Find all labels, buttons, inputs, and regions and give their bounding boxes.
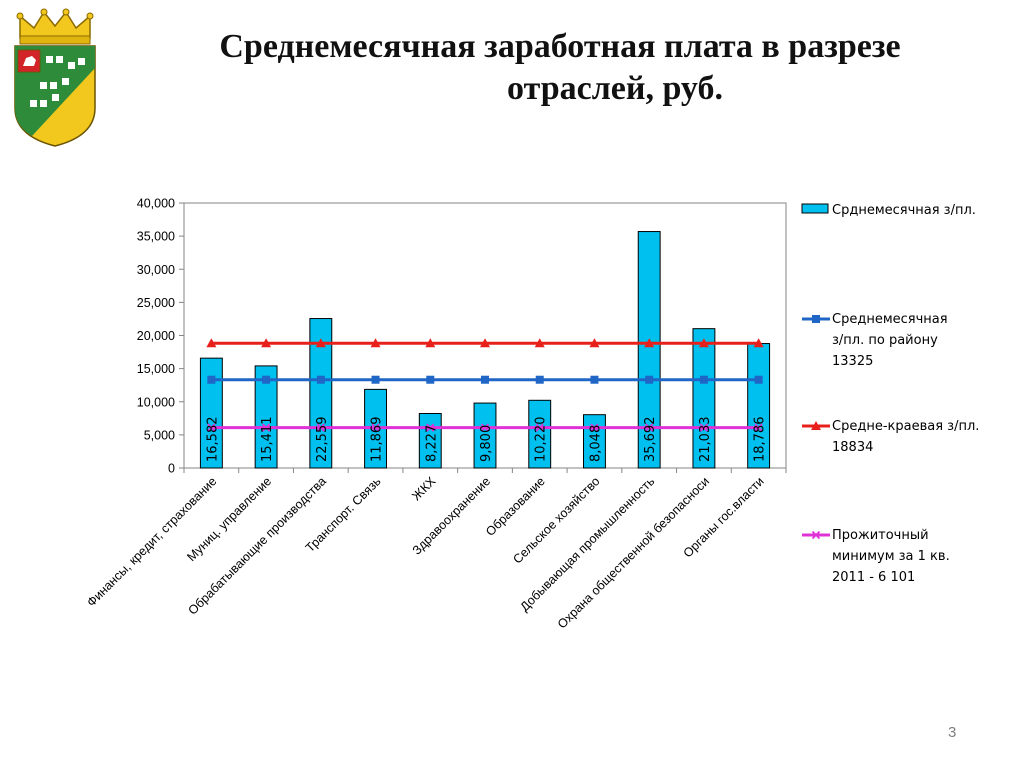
legend-label: 13325 [832,354,873,369]
y-tick-labels: 0 5,000 10,000 15,000 20,000 25,000 30,000 35,0… [137,197,175,476]
triangle-marker [315,338,326,348]
legend-label: Прожиточный [832,528,929,543]
y-tick-label: 20,000 [137,329,175,343]
x-marker [699,423,709,432]
triangle-marker [811,421,821,430]
x-marker [811,530,821,540]
bar [309,318,333,469]
y-tick-label: 15,000 [137,362,175,376]
legend-item-bar: Срднемесячная з/пл. [801,203,976,218]
slide-title: Среднемесячная заработная плата в разрез… [150,26,970,110]
line-series-2 [206,338,764,348]
bar-value-label: 15,411 [260,417,275,463]
x-marker [261,423,271,432]
triangle-marker [753,338,764,348]
bar-value-label: 18,786 [753,417,768,463]
y-tick-label: 0 [168,462,175,476]
x-category-label: ЖКХ [409,474,439,504]
bar-value-label: 16,582 [205,417,220,463]
x-marker [207,423,216,432]
bar-value-labels: 16,582 15,411 22,559 11,869 8,227 9,800 10,220… [205,417,767,463]
triangle-marker [644,338,655,348]
y-tick-label: 5,000 [144,428,175,442]
coat-of-arms-logo [12,8,98,148]
legend-item-line-3: Прожиточный минимум за 1 кв. 2011 - 6 101 [802,528,950,585]
triangle-marker [698,338,709,348]
triangle-marker [480,338,490,348]
square-marker [590,375,599,384]
legend-label: 2011 - 6 101 [832,570,915,585]
square-marker [371,375,380,384]
square-marker [316,375,325,384]
legend-label: Средне-краевая з/пл. [832,419,979,434]
legend-label: з/пл. по району [832,333,938,348]
legend-item-line-1: Среднемесячная з/пл. по району 13325 [802,312,948,369]
line-series-1 [207,375,763,384]
square-marker [812,315,820,323]
legend-label: Срднемесячная з/пл. [832,203,976,218]
triangle-marker [261,338,272,348]
bar [199,357,223,469]
bar-value-label: 11,869 [370,417,385,463]
bar [254,365,278,469]
square-marker [699,375,708,384]
bar-value-label: 35,692 [643,417,658,463]
square-marker [481,375,489,384]
square-marker [426,375,435,384]
bar [528,399,552,469]
bar [637,231,661,469]
crown-icon [16,8,94,45]
y-tick-label: 25,000 [137,296,175,310]
legend-item-line-2: Средне-краевая з/пл. 18834 [802,419,979,455]
bar [692,328,716,469]
x-marker [754,423,763,432]
title-line-1: Среднемесячная заработная плата в разрез… [219,28,901,65]
line-series [206,338,764,432]
x-marker [371,423,380,432]
square-marker [645,375,654,384]
bar-value-label: 21,033 [698,417,713,463]
salary-chart: 16,582 15,411 22,559 11,869 8,227 9,800 10,220… [84,197,979,632]
x-marker [316,423,325,432]
triangle-marker [534,338,545,348]
triangle-marker [370,338,381,348]
legend-swatch [801,203,829,214]
bar-value-label: 8,048 [588,425,603,462]
triangle-marker [589,338,600,348]
bar [473,402,497,469]
x-marker [590,423,599,432]
triangle-marker [206,338,217,348]
bar-value-label: 8,227 [424,425,439,462]
square-marker [262,375,271,384]
x-marker [535,423,544,432]
legend-label: минимум за 1 кв. [832,549,950,564]
square-marker [754,375,763,384]
y-tick-label: 30,000 [137,263,175,277]
bar-value-label: 10,220 [534,417,549,463]
x-marker [480,423,490,432]
y-tick-label: 40,000 [137,197,175,211]
chart-legend: Срднемесячная з/пл. Среднемесячная з/пл. п… [801,203,979,585]
legend-label: Среднемесячная [832,312,948,327]
title-line-2: отраслей, руб. [507,70,723,107]
x-marker [426,423,435,432]
page-number: 3 [948,724,957,741]
y-tick-label: 10,000 [137,395,175,409]
triangle-marker [425,338,436,348]
line-series-3 [207,423,763,432]
bar-value-label: 9,800 [479,425,494,462]
bar-value-label: 22,559 [315,417,330,463]
square-marker [535,375,544,384]
x-marker [645,423,654,432]
legend-label: 18834 [832,440,873,455]
square-marker [207,375,216,384]
y-tick-label: 35,000 [137,230,175,244]
